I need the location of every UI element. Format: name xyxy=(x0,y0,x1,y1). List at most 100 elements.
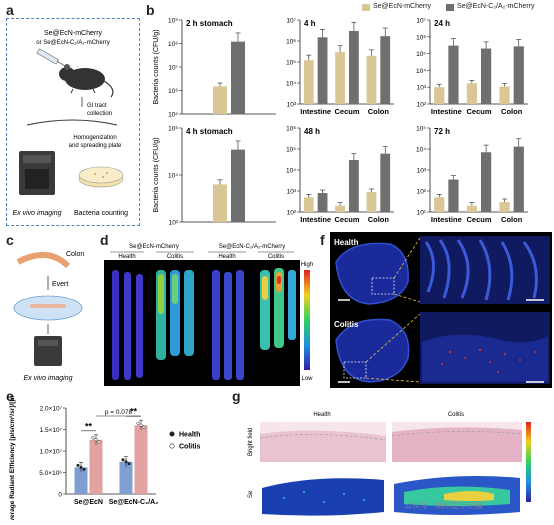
y-tick-label: 10⁴ xyxy=(168,173,178,180)
bar-0 xyxy=(366,55,377,104)
bar-1 xyxy=(317,37,328,104)
bar-health xyxy=(74,467,88,494)
y-tick-label: 10⁷ xyxy=(416,18,426,25)
legend-label-health: Health xyxy=(179,432,200,439)
data-point xyxy=(121,458,125,462)
bar-0 xyxy=(434,87,445,104)
colorbar-d xyxy=(304,270,310,370)
chart-title: 4 h stomach xyxy=(186,127,233,136)
chart-24h: 10² 10³ 10⁴ 10⁵ 10⁶ 10⁷ 24 h Intestine Cecum Colo… xyxy=(416,18,528,116)
y-tick-label: 10⁸ xyxy=(168,41,178,48)
bar-0 xyxy=(213,86,227,114)
panel-label-b: b xyxy=(146,2,155,18)
y-tick-label: 10¹ xyxy=(417,210,427,217)
x-tick-label: Colon xyxy=(501,107,523,116)
y-tick-label: 10² xyxy=(417,189,427,196)
bar-1 xyxy=(349,159,359,212)
bar-colitis xyxy=(134,425,148,494)
y-tick-label: 1.5×10⁷ xyxy=(40,427,63,434)
y-tick-label: 10³ xyxy=(287,102,297,109)
counting-label: Bacteria counting xyxy=(74,210,128,217)
legend-label-colitis: Colitis xyxy=(179,444,200,451)
y-tick-label: 10⁵ xyxy=(286,147,296,154)
bar-0 xyxy=(303,60,314,104)
bar-0 xyxy=(499,201,510,212)
g-colitis: Colitis xyxy=(448,412,464,418)
imaging-label: Ex vivo imaging xyxy=(12,210,61,217)
sig-stars: ** xyxy=(85,421,93,431)
y-tick-label: 10⁹ xyxy=(168,18,178,25)
bar-colitis xyxy=(89,439,103,494)
panel-label-e: e xyxy=(6,388,14,404)
panel-label-f: f xyxy=(320,232,325,248)
f-health: Health xyxy=(334,238,359,247)
chart-4h: 10³ 10⁴ 10⁵ 10⁶ 10⁷ 4 h Intestine Cecum Colon xyxy=(286,18,394,116)
mouse-icon xyxy=(59,64,114,98)
panel-f: Health Colitis xyxy=(330,232,552,388)
y-tick-label: 2.0×10⁷ xyxy=(40,406,63,413)
chart-4h-stomach: 10² 10⁴ 10⁶ 4 h stomach Bacteria counts (CFU… xyxy=(153,126,276,227)
bar-0 xyxy=(366,191,377,212)
d-group2: Se@EcN-C₂/A₂-mCherry xyxy=(219,244,285,250)
y-tick-label: 10⁶ xyxy=(286,39,296,46)
watermark: 公众号 · 纳米医学进展 xyxy=(404,500,483,510)
imaging-device-icon xyxy=(19,151,55,195)
y-axis-label: Average Radiant Efficiency [p/s/cm²/sr]/… xyxy=(9,396,16,520)
data-point xyxy=(82,467,86,471)
bar-1 xyxy=(448,45,459,104)
y-tick-label: 10⁶ xyxy=(168,126,178,133)
homog-line1: Homogenization xyxy=(73,135,116,141)
x-tick-label: Cecum xyxy=(466,107,491,116)
panel-label-g: g xyxy=(232,388,241,404)
d-high: High xyxy=(301,262,313,268)
y-tick-label: 10² xyxy=(169,220,179,227)
bracket xyxy=(26,119,118,126)
y-tick-label: 10⁵ xyxy=(286,60,296,67)
chart-2h-stomach: 10⁵ 10⁶ 10⁷ 10⁸ 10⁹ 2 h stomach Bacteria count… xyxy=(153,18,276,119)
y-tick-label: 10⁵ xyxy=(416,51,426,58)
bar-1 xyxy=(448,179,459,212)
y-tick-label: 10⁷ xyxy=(168,65,178,72)
bar-1 xyxy=(380,36,391,105)
bar-0 xyxy=(466,83,477,104)
plate-icon xyxy=(78,166,124,188)
y-tick-label: 0 xyxy=(58,492,62,499)
x-tick-label: Se@EcN-C₂/A₂ xyxy=(109,499,159,506)
bar-1 xyxy=(317,193,328,212)
chart-title: 48 h xyxy=(304,127,320,136)
g-row2: Se xyxy=(248,490,254,498)
legend-marker-colitis xyxy=(169,443,175,449)
d-health-1: Health xyxy=(118,254,135,260)
y-axis-label: Bacteria counts (CFU/g) xyxy=(153,137,160,212)
imaging-device-icon-c xyxy=(34,336,62,366)
y-tick-label: 10⁵ xyxy=(416,126,426,133)
legend-label-1: Se@EcN-mCherry xyxy=(373,3,432,10)
gi-line2: collection xyxy=(87,111,112,117)
d-low: Low xyxy=(301,376,313,382)
y-tick-label: 10³ xyxy=(417,168,427,175)
chart-title: 4 h xyxy=(304,19,316,28)
data-point xyxy=(79,465,83,469)
p-value: p = 0.078 xyxy=(105,409,133,416)
chart-title: 24 h xyxy=(434,19,450,28)
data-point xyxy=(91,436,95,440)
panel-a: Se@EcN-mCherry or Se@EcN-C₂/A₂-mCherry G… xyxy=(6,18,140,226)
x-tick-label: Cecum xyxy=(334,107,359,116)
colon-images xyxy=(112,268,296,380)
legend-swatch-2 xyxy=(446,4,454,11)
gi-line1: GI tract xyxy=(87,103,107,109)
data-point xyxy=(136,421,140,425)
bar-1 xyxy=(349,30,359,104)
y-axis-label: Bacteria counts (CFU/g) xyxy=(153,29,160,104)
bar-1 xyxy=(481,152,492,212)
bar-1 xyxy=(231,41,245,115)
y-tick-label: 10³ xyxy=(287,189,297,196)
x-tick-label: Colon xyxy=(501,215,523,224)
bar-0 xyxy=(466,205,477,212)
legend-swatch-1 xyxy=(362,4,370,11)
y-tick-label: 1.0×10⁷ xyxy=(40,449,63,456)
y-tick-label: 10⁷ xyxy=(286,18,296,25)
bar-0 xyxy=(303,197,314,212)
d-group1: Se@EcN-mCherry xyxy=(129,244,179,250)
panel-label-d: d xyxy=(100,232,109,248)
